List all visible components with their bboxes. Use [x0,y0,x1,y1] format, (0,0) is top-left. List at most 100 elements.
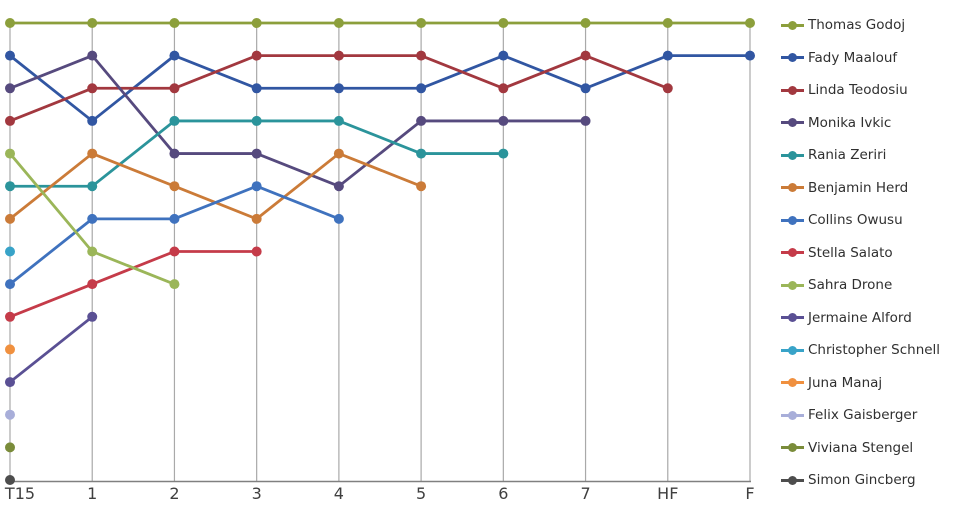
x-axis-label-1: 1 [87,484,97,503]
data-point-collins-owusu [169,213,180,224]
legend-item-label: Linda Teodosiu [808,82,908,99]
data-point-rania-zeriri [333,115,344,126]
data-point-collins-owusu [5,279,15,290]
legend-item-fady-maalouf: Fady Maalouf [781,42,960,75]
data-point-fady-maalouf [745,50,755,61]
data-point-monika-ivkic [498,115,509,126]
data-point-fady-maalouf [251,83,262,94]
series-line-monika-ivkic [8,54,587,188]
legend-item-simon-gincberg: Simon Gincberg [781,464,960,497]
data-point-benjamin-herd [169,181,180,192]
x-axis-label-HF: HF [657,484,678,503]
legend-item-label: Jermaine Alford [808,309,912,326]
legend-item-label: Collins Owusu [808,212,903,229]
data-point-stella-salato [87,279,98,290]
data-point-linda-teodosiu [169,83,180,94]
data-point-stella-salato [251,246,262,257]
data-point-linda-teodosiu [580,50,591,61]
data-point-linda-teodosiu [416,50,427,61]
legend-item-thomas-godoj: Thomas Godoj [781,9,960,42]
data-point-benjamin-herd [5,213,15,224]
legend-line-dot-marker [781,378,804,388]
data-point-thomas-godoj [333,18,344,28]
data-point-fady-maalouf [5,50,15,61]
data-point-simon-gincberg [5,475,15,485]
data-point-monika-ivkic [169,148,180,159]
data-point-collins-owusu [251,181,262,192]
legend-item-stella-salato: Stella Salato [781,237,960,270]
data-point-fady-maalouf [498,50,509,61]
legend-item-label: Viviana Stengel [808,439,914,456]
x-axis-label-T15: T15 [4,484,35,503]
data-point-thomas-godoj [498,18,509,28]
data-point-thomas-godoj [87,18,98,28]
x-axis-label-3: 3 [252,484,262,503]
data-point-benjamin-herd [333,148,344,159]
data-point-thomas-godoj [745,18,755,28]
data-point-stella-salato [169,246,180,257]
legend-item-benjamin-herd: Benjamin Herd [781,172,960,205]
legend-line-dot-marker [781,85,804,95]
data-point-stella-salato [5,311,15,322]
data-point-linda-teodosiu [251,50,262,61]
data-point-linda-teodosiu [498,83,509,94]
data-point-fady-maalouf [333,83,344,94]
x-axis-label-F: F [745,484,754,503]
x-axis-label-6: 6 [498,484,508,503]
data-point-fady-maalouf [416,83,427,94]
data-point-juna-manaj [5,344,15,355]
data-point-fady-maalouf [169,50,180,61]
legend-item-felix-gaisberger: Felix Gaisberger [781,399,960,432]
legend-item-collins-owusu: Collins Owusu [781,204,960,237]
legend-item-label: Thomas Godoj [808,17,906,34]
data-point-linda-teodosiu [5,115,15,126]
data-point-fady-maalouf [87,115,98,126]
data-point-rania-zeriri [87,181,98,192]
legend-line-dot-marker [781,53,804,63]
legend-line-dot-marker [781,345,804,355]
legend-line-dot-marker [781,410,804,420]
data-point-monika-ivkic [580,115,591,126]
x-axis-label-2: 2 [169,484,179,503]
series-line-stella-salato [8,250,259,319]
data-point-linda-teodosiu [662,83,673,94]
legend-item-label: Simon Gincberg [808,472,916,489]
data-point-monika-ivkic [87,50,98,61]
data-point-collins-owusu [333,213,344,224]
legend: Thomas Godoj Fady Maalouf Linda Teodosiu Mo… [781,9,960,497]
data-point-jermaine-alford [87,311,98,322]
legend-item-christopher-schnell: Christopher Schnell [781,334,960,367]
legend-item-label: Monika Ivkic [808,114,892,131]
legend-item-linda-teodosiu: Linda Teodosiu [781,74,960,107]
legend-item-label: Fady Maalouf [808,49,898,66]
legend-item-label: Rania Zeriri [808,147,887,164]
x-axis-label-7: 7 [580,484,590,503]
legend-item-label: Christopher Schnell [808,342,941,359]
legend-item-juna-manaj: Juna Manaj [781,367,960,400]
data-point-monika-ivkic [251,148,262,159]
data-point-linda-teodosiu [87,83,98,94]
data-point-thomas-godoj [662,18,673,28]
data-point-fady-maalouf [662,50,673,61]
x-axis-label-4: 4 [334,484,344,503]
data-point-jermaine-alford [5,377,15,388]
data-point-sahra-drone [5,148,15,159]
data-point-viviana-stengel [5,442,15,453]
legend-line-dot-marker [781,443,804,453]
legend-line-dot-marker [781,183,804,193]
data-point-monika-ivkic [333,181,344,192]
legend-item-label: Benjamin Herd [808,179,909,196]
legend-line-dot-marker [781,475,804,485]
data-point-thomas-godoj [169,18,180,28]
data-point-benjamin-herd [87,148,98,159]
legend-item-rania-zeriri: Rania Zeriri [781,139,960,172]
legend-item-label: Juna Manaj [808,374,883,391]
data-point-thomas-godoj [5,18,15,28]
data-point-rania-zeriri [251,115,262,126]
legend-line-dot-marker [781,280,804,290]
series-line-jermaine-alford [8,315,94,384]
x-axis-label-5: 5 [416,484,426,503]
data-point-sahra-drone [87,246,98,257]
